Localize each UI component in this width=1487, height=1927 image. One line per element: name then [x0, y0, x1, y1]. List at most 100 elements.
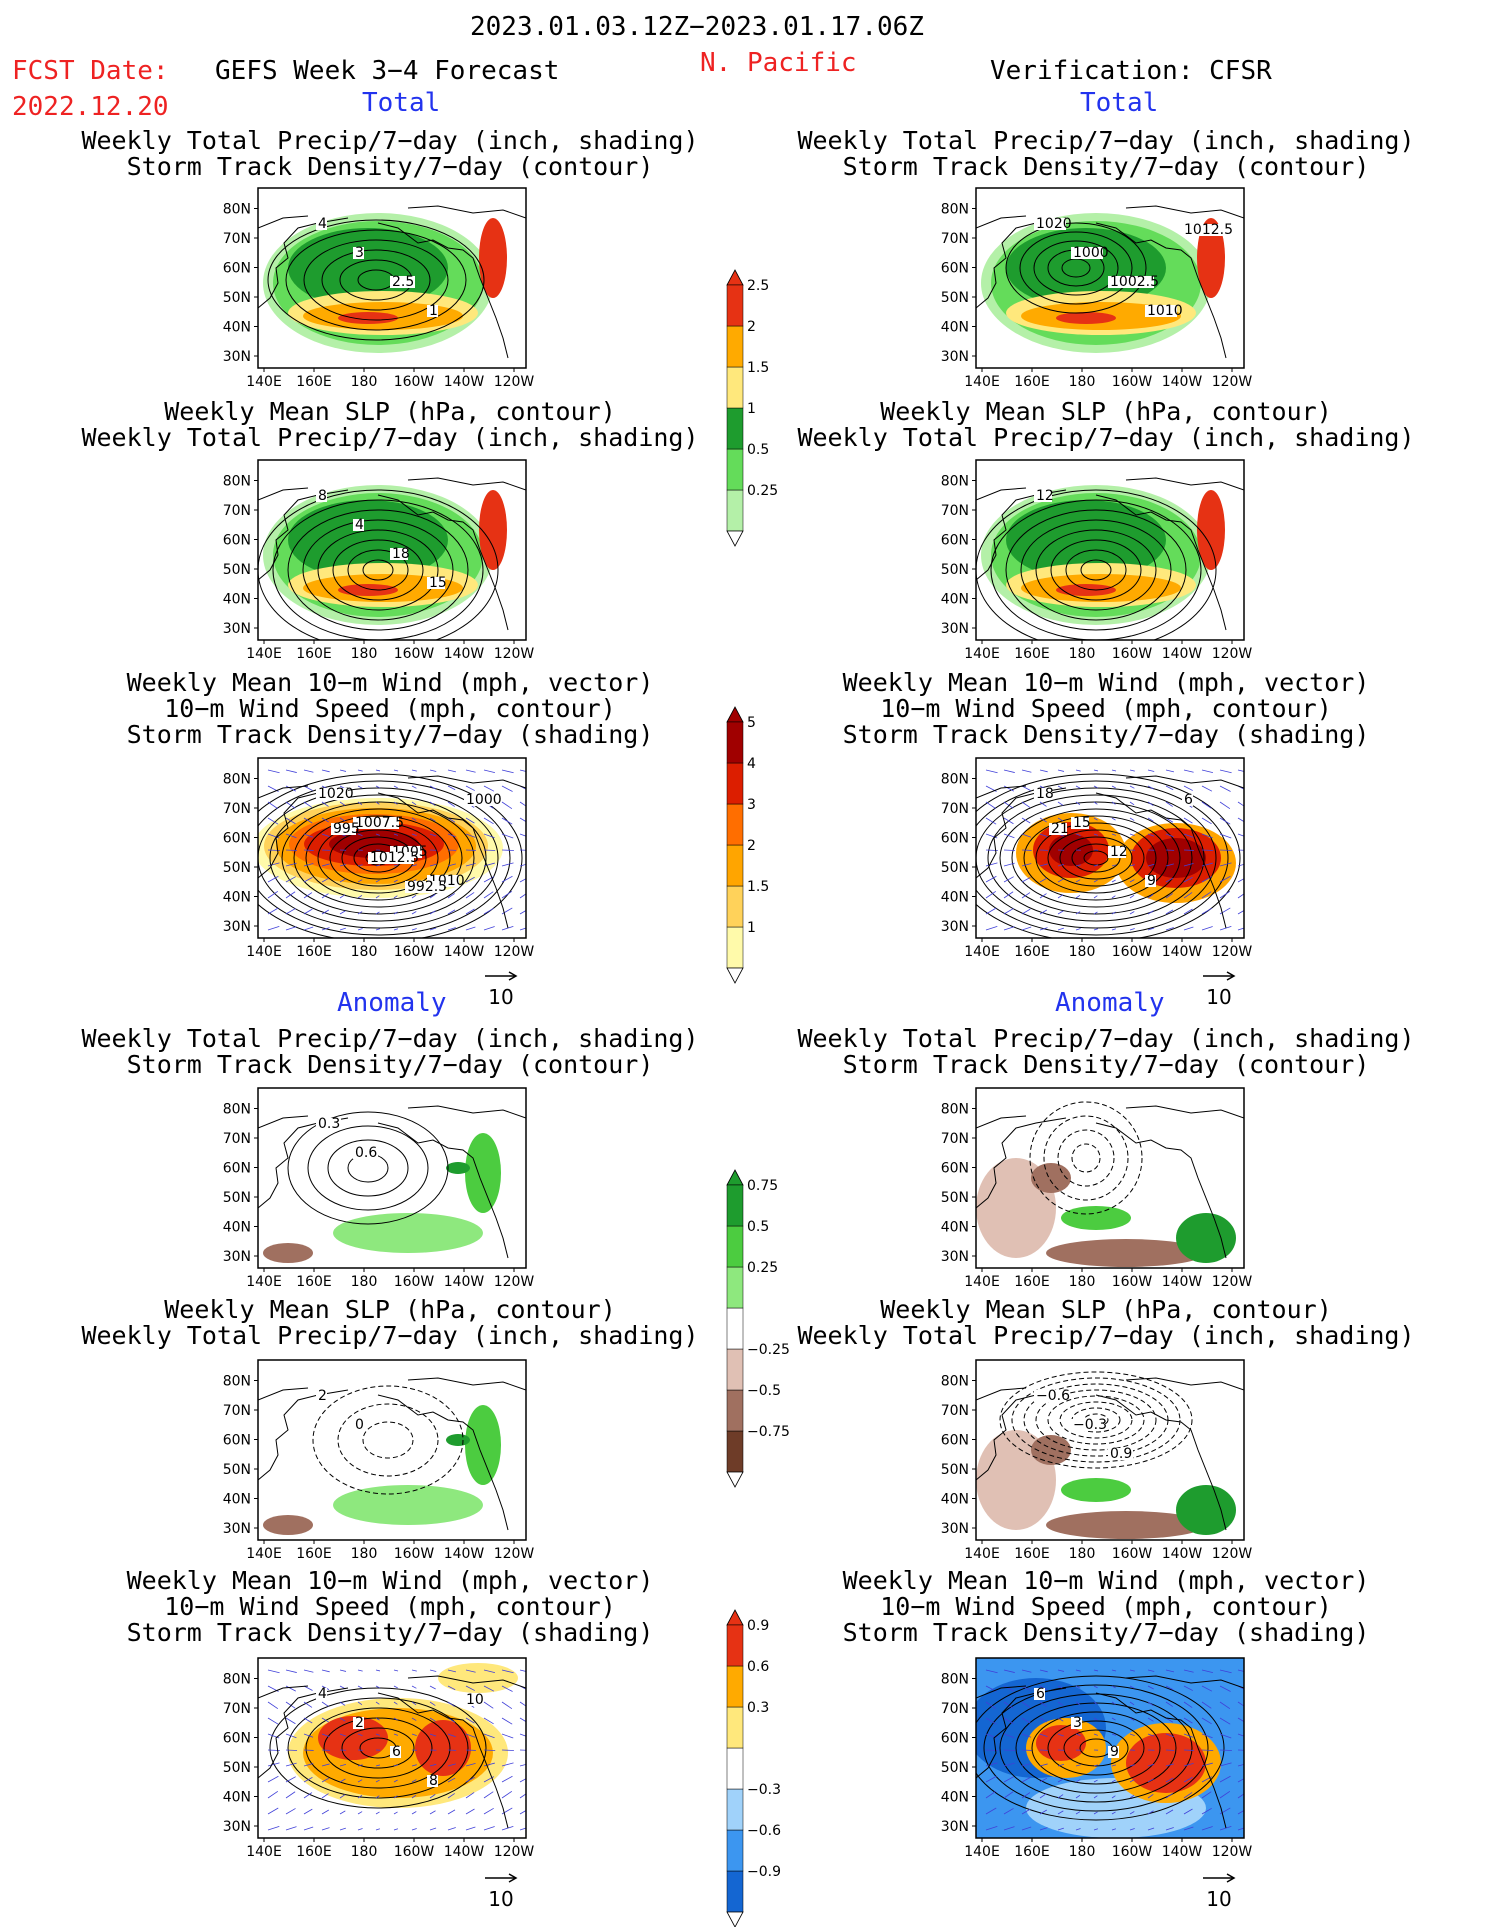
colorbar-label: −0.75 [747, 1424, 790, 1440]
y-tick-label: 50N [941, 1462, 969, 1478]
colorbar-swatch [727, 1625, 743, 1666]
y-tick-label: 60N [941, 533, 969, 549]
contour-label: 2.5 [392, 274, 414, 290]
y-tick-label: 40N [941, 1790, 969, 1806]
contour-label: 4 [355, 517, 364, 533]
y-tick-label: 60N [223, 1161, 251, 1177]
y-tick-label: 50N [941, 290, 969, 306]
shading-region [1049, 834, 1093, 866]
contour-label: 18 [1036, 786, 1054, 802]
y-tick-label: 60N [941, 831, 969, 847]
y-tick-label: 30N [941, 349, 969, 365]
shading-region [1176, 1213, 1236, 1263]
y-tick-label: 80N [223, 202, 251, 218]
contour-label: 15 [429, 575, 447, 591]
colorbar-swatch [727, 886, 743, 927]
x-tick-label: 180 [1069, 1274, 1096, 1290]
y-tick-label: 70N [223, 1403, 251, 1419]
y-tick-label: 60N [941, 1731, 969, 1747]
y-tick-label: 40N [223, 1790, 251, 1806]
colorbar-label: −0.25 [747, 1342, 790, 1358]
panel-title-line: Storm Track Density/7−day (shading) [726, 1620, 1486, 1645]
panel-title-line: Storm Track Density/7−day (shading) [10, 722, 770, 747]
colorbar-arrow-bottom [727, 1472, 743, 1487]
y-tick-label: 70N [223, 231, 251, 247]
colorbar-swatch [727, 408, 743, 449]
x-tick-label: 140W [444, 646, 485, 662]
colorbar-label: 1.5 [747, 360, 769, 376]
contour-label: 18 [392, 546, 410, 562]
colorbar-svg: 0.250.511.522.5 [727, 270, 807, 546]
y-tick-label: 80N [223, 772, 251, 788]
panel-title-line: 10−m Wind Speed (mph, contour) [10, 1594, 770, 1619]
x-tick-label: 140E [964, 1546, 1000, 1562]
panel-title-line: Weekly Mean 10−m Wind (mph, vector) [10, 670, 770, 695]
y-tick-label: 60N [941, 261, 969, 277]
x-tick-label: 160E [1014, 1844, 1050, 1860]
contour-label: 1002.5 [1110, 274, 1159, 290]
colorbar-label: 4 [747, 756, 756, 772]
x-tick-label: 140W [1162, 374, 1203, 390]
x-tick-label: 140W [1162, 646, 1203, 662]
y-tick-label: 40N [223, 890, 251, 906]
x-tick-label: 140W [444, 374, 485, 390]
colorbar-label: 0.5 [747, 442, 769, 458]
contour-label: 4 [318, 1686, 327, 1702]
panel-title-line: Weekly Total Precip/7−day (inch, shading… [726, 128, 1486, 153]
x-tick-label: 120W [494, 1546, 535, 1562]
y-tick-label: 40N [941, 592, 969, 608]
y-tick-label: 50N [223, 1760, 251, 1776]
colorbar-swatch [727, 490, 743, 531]
colorbar-swatch [727, 722, 743, 763]
y-tick-label: 30N [223, 349, 251, 365]
x-tick-label: 120W [1212, 1546, 1253, 1562]
colorbar-label: 2.5 [747, 278, 769, 294]
shading-region [1061, 1478, 1131, 1502]
contour-label: 4 [318, 216, 327, 232]
x-tick-label: 140W [1162, 944, 1203, 960]
shading-region [1031, 1163, 1071, 1193]
colorbar-arrow-bottom [727, 968, 743, 983]
contour-label: 9 [1110, 1744, 1119, 1760]
colorbar-label: 2 [747, 838, 756, 854]
shading-region [338, 312, 398, 324]
y-tick-label: 80N [941, 772, 969, 788]
y-tick-label: 50N [941, 860, 969, 876]
period-title: 2023.01.03.12Z−2023.01.17.06Z [470, 14, 924, 40]
colorbar-svg: −0.9−0.6−0.30.30.60.9 [727, 1610, 807, 1927]
y-tick-label: 30N [941, 1521, 969, 1537]
y-tick-label: 70N [223, 1701, 251, 1717]
x-tick-label: 140E [246, 1546, 282, 1562]
x-tick-label: 160E [1014, 374, 1050, 390]
section-anomaly-left: Anomaly [337, 990, 447, 1016]
x-tick-label: 180 [351, 1274, 378, 1290]
y-tick-label: 80N [223, 1102, 251, 1118]
panel-title-line: Weekly Mean 10−m Wind (mph, vector) [10, 1568, 770, 1593]
y-tick-label: 40N [941, 1220, 969, 1236]
y-tick-label: 50N [941, 562, 969, 578]
colorbar-label: −0.9 [747, 1864, 781, 1880]
section-total-right: Total [1080, 90, 1158, 116]
contour-label: 15 [1073, 815, 1091, 831]
model-title: GEFS Week 3−4 Forecast [215, 58, 559, 84]
y-tick-label: 70N [941, 801, 969, 817]
x-tick-label: 160W [1112, 646, 1153, 662]
y-tick-label: 40N [223, 320, 251, 336]
panel-title-line: Weekly Mean SLP (hPa, contour) [726, 399, 1486, 424]
contour-label: 0 [355, 1417, 364, 1433]
colorbar-swatch [727, 326, 743, 367]
panel-title-line: Weekly Total Precip/7−day (inch, shading… [10, 425, 770, 450]
x-tick-label: 120W [1212, 944, 1253, 960]
x-tick-label: 180 [1069, 1546, 1096, 1562]
colorbar-label: 0.25 [747, 1260, 778, 1276]
y-tick-label: 40N [223, 1492, 251, 1508]
panel-title-line: Weekly Mean 10−m Wind (mph, vector) [726, 1568, 1486, 1593]
x-tick-label: 140E [246, 374, 282, 390]
